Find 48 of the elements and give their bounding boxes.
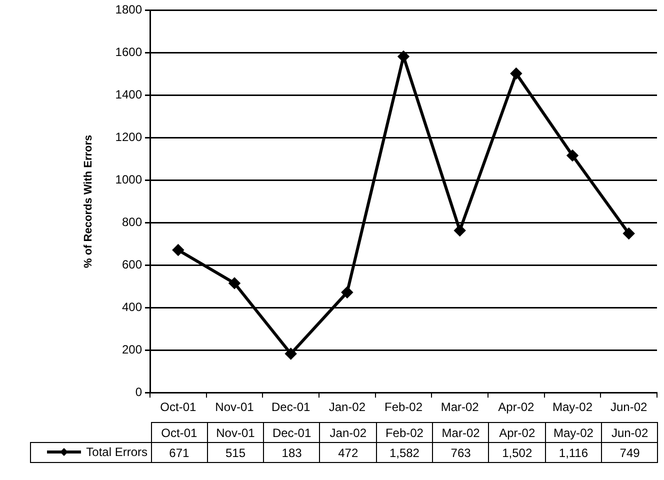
x-tick-label: Jan-02 [328,400,366,414]
category-label: Oct-01 [161,426,198,440]
x-tick-label: Mar-02 [440,400,480,414]
category-label: Jun-02 [611,426,648,440]
point [285,348,296,360]
point [342,286,353,298]
category-label: Apr-02 [499,426,536,440]
x-tick-label: Apr-02 [498,400,534,414]
y-tick-label: 600 [122,257,142,272]
category-label: Jan-02 [330,426,366,440]
y-tick-label: 400 [122,300,142,314]
data-label: 472 [320,442,376,462]
category-label: Feb-02 [385,426,424,440]
point [454,225,466,236]
y-tick-label: 1600 [115,45,142,59]
point [398,51,409,62]
point [510,68,522,80]
data-label: 1,582 [376,442,433,462]
category-label: Nov-01 [216,426,255,440]
point [623,228,634,239]
x-tick-label: Oct-01 [160,400,196,414]
point [567,150,578,162]
y-tick-label: 1000 [115,172,142,186]
x-tick-label: Feb-02 [384,400,423,414]
data-label: 1,116 [545,442,602,462]
x-tick-label: May-02 [552,400,593,414]
category-label: May-02 [553,426,594,440]
x-tick-label: Jun-02 [610,400,648,414]
data-label: 763 [432,442,489,462]
y-tick-label: 200 [122,342,142,356]
point [229,278,240,289]
x-tick-label: Nov-01 [215,400,254,414]
y-tick-label: 1200 [115,130,142,144]
data-label: 1,502 [488,442,546,462]
point [172,244,184,256]
category-label: Mar-02 [442,426,480,440]
y-tick-label: 0 [135,384,142,399]
data-label: 749 [602,442,658,462]
y-axis-title: % of Records With Errors [82,134,95,268]
data-label: 183 [264,442,320,462]
y-tick-label: 1400 [115,87,142,102]
category-label: Dec-01 [272,426,312,440]
x-tick-label: Dec-01 [271,400,310,414]
data-label: 671 [151,442,208,462]
y-tick-label: 1800 [115,2,142,17]
legend-label: Total Errors [86,445,148,459]
data-label: 515 [207,442,264,462]
y-tick-label: 800 [122,214,142,229]
